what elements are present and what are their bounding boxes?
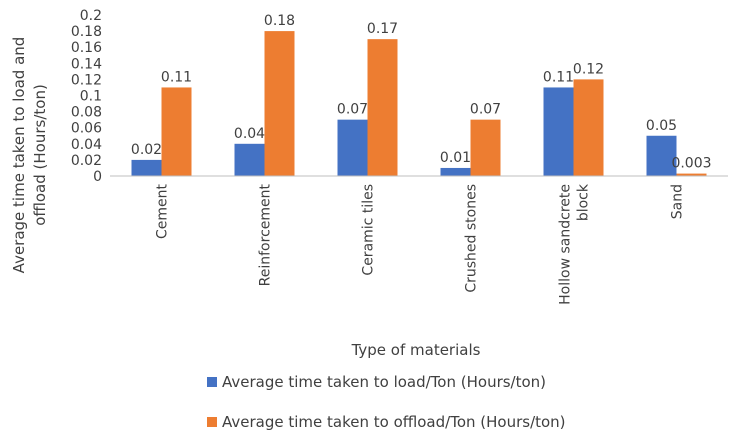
legend: Average time taken to load/Ton (Hours/to… xyxy=(207,373,566,431)
data-label: 0.17 xyxy=(367,21,398,37)
legend-label: Average time taken to offload/Ton (Hours… xyxy=(222,413,566,431)
y-tick-label: 0.16 xyxy=(71,40,102,56)
data-label: 0.07 xyxy=(337,102,368,118)
bar-series-1 xyxy=(131,159,162,176)
data-label: 0.11 xyxy=(543,69,574,85)
bar-series-1 xyxy=(543,87,574,176)
category-label: Ceramic tiles xyxy=(361,184,377,276)
category-label: Cement xyxy=(155,184,171,240)
category-label: Sand xyxy=(670,184,686,219)
bar-series-2 xyxy=(470,119,501,176)
legend-swatch xyxy=(207,417,217,427)
y-tick-label: 0.1 xyxy=(80,89,102,105)
data-label: 0.07 xyxy=(470,102,501,118)
category-label: Hollow sandcrete xyxy=(558,184,574,305)
y-axis-title-line: offload (Hours/ton) xyxy=(31,84,49,226)
legend-label: Average time taken to load/Ton (Hours/to… xyxy=(222,373,546,391)
x-axis-title: Type of materials xyxy=(351,341,481,359)
bar-series-2 xyxy=(161,87,192,176)
data-label: 0.04 xyxy=(234,126,265,142)
y-tick-label: 0.04 xyxy=(71,137,102,153)
y-tick-label: 0.12 xyxy=(71,72,102,88)
y-tick-label: 0.02 xyxy=(71,153,102,169)
y-tick-label: 0.08 xyxy=(71,105,102,121)
y-tick-label: 0.14 xyxy=(71,56,102,72)
y-tick-label: 0.2 xyxy=(80,8,102,24)
y-tick-label: 0.06 xyxy=(71,121,102,137)
data-labels: 0.02 0.04 0.07 0.01 0.11 0.05 0.11 0.18 0.17 0.07… xyxy=(131,13,712,171)
bar-series-1 xyxy=(440,167,471,176)
category-label: Reinforcement xyxy=(258,183,274,286)
data-label: 0.12 xyxy=(573,61,604,77)
y-tick-label: 0.18 xyxy=(71,24,102,40)
data-label: 0.02 xyxy=(131,142,162,158)
y-tick-label: 0 xyxy=(93,169,102,185)
bars xyxy=(131,31,707,177)
bar-series-2 xyxy=(264,31,295,176)
data-label: 0.05 xyxy=(646,118,677,134)
y-axis-title: Average time taken to load and offload (H… xyxy=(10,37,49,274)
category-labels: Cement Reinforcement Ceramic tiles Crushed … xyxy=(155,183,686,305)
bar-series-2 xyxy=(573,79,604,176)
y-axis-title-line: Average time taken to load and xyxy=(10,37,28,274)
legend-swatch xyxy=(207,377,217,387)
bar-series-2 xyxy=(367,39,398,177)
data-label: 0.01 xyxy=(440,150,471,166)
bar-series-2 xyxy=(676,173,707,176)
data-label: 0.003 xyxy=(671,156,711,172)
data-label: 0.11 xyxy=(161,69,192,85)
y-axis-ticks: 00.020.040.060.080.10.120.140.160.180.2 xyxy=(71,8,102,185)
category-label: block xyxy=(576,183,592,221)
bar-series-1 xyxy=(337,119,368,176)
bar-series-1 xyxy=(234,143,265,176)
bar-series-1 xyxy=(646,135,677,176)
category-label: Crushed stones xyxy=(464,184,480,293)
data-label: 0.18 xyxy=(264,13,295,29)
